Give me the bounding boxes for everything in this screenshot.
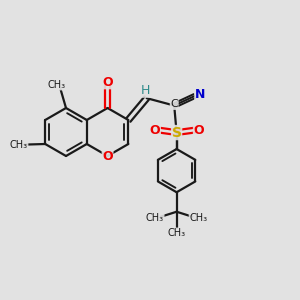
Text: O: O bbox=[194, 124, 204, 136]
Text: CH₃: CH₃ bbox=[146, 213, 164, 223]
Text: O: O bbox=[102, 150, 113, 164]
Text: S: S bbox=[172, 125, 182, 140]
Text: CH₃: CH₃ bbox=[189, 213, 207, 223]
Text: C: C bbox=[170, 99, 178, 109]
Text: CH₃: CH₃ bbox=[10, 140, 28, 150]
Text: CH₃: CH₃ bbox=[167, 228, 186, 238]
Text: H: H bbox=[140, 84, 150, 97]
Text: N: N bbox=[195, 88, 205, 101]
Text: CH₃: CH₃ bbox=[48, 80, 66, 90]
Text: O: O bbox=[150, 124, 160, 136]
Text: O: O bbox=[102, 76, 113, 89]
